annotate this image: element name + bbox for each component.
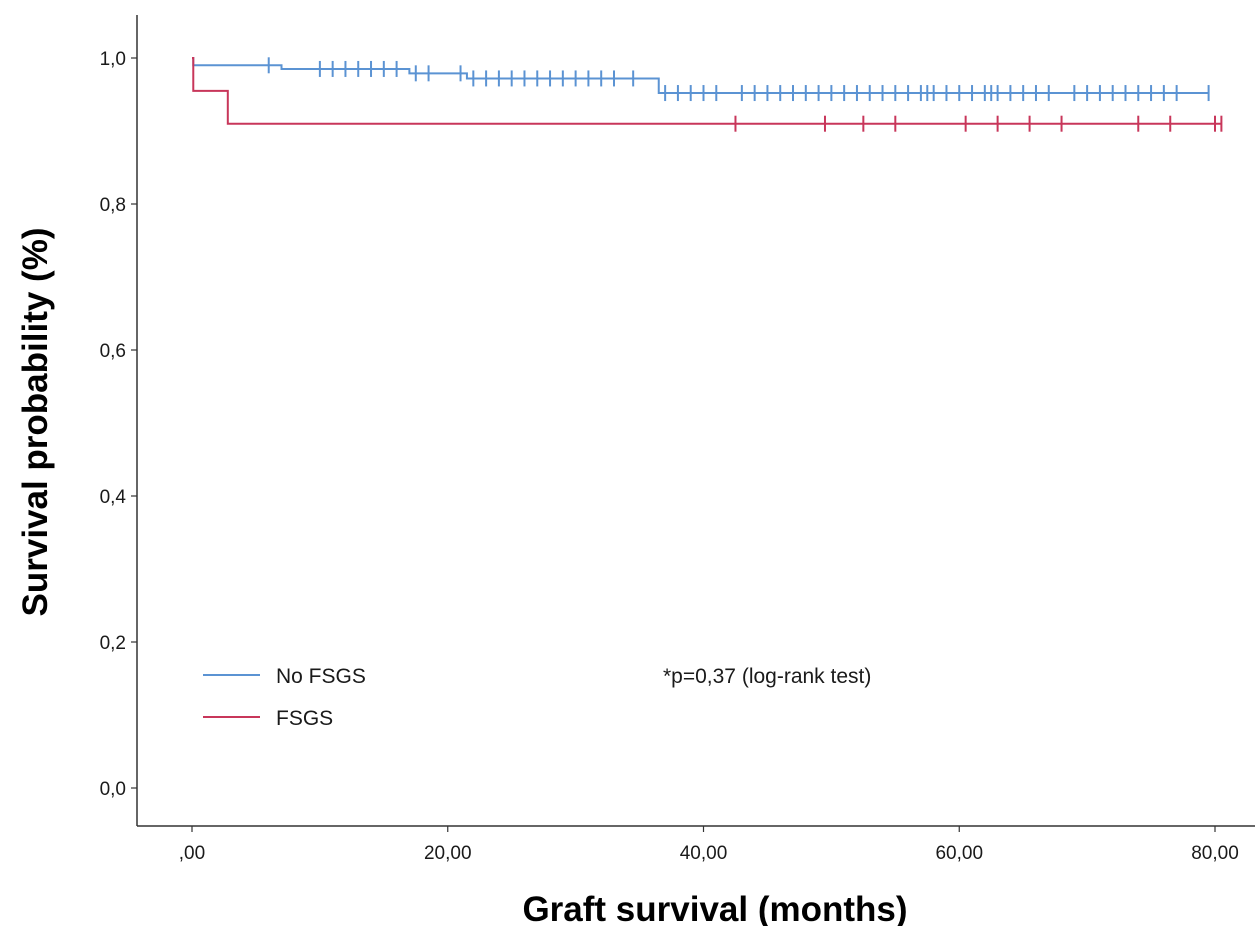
x-tick-label: 40,00: [680, 843, 728, 864]
y-tick-label: 0,6: [100, 341, 126, 362]
y-tick-label: 1,0: [100, 49, 126, 70]
series-layer: [192, 57, 1223, 132]
x-tick-label: 80,00: [1191, 843, 1239, 864]
survival-step-line: [192, 57, 1222, 125]
log-rank-annotation: *p=0,37 (log-rank test): [663, 665, 871, 688]
x-tick-label: 60,00: [935, 843, 983, 864]
x-tick-label: 20,00: [424, 843, 472, 864]
x-ticks: ,00 20,00 40,00 60,00 80,00: [179, 826, 1239, 864]
y-tick-label: 0,0: [100, 779, 126, 800]
y-tick-label: 0,8: [100, 195, 126, 216]
y-tick-label: 0,4: [100, 487, 127, 508]
series-no-fsgs: [192, 57, 1210, 102]
legend-label: FSGS: [276, 707, 333, 730]
x-axis-title: Graft survival (months): [522, 890, 907, 926]
legend-label: No FSGS: [276, 665, 366, 688]
y-ticks: 0,0 0,2 0,4 0,6 0,8 1,0: [100, 49, 137, 800]
legend: No FSGS FSGS: [203, 665, 366, 730]
x-tick-label: ,00: [179, 843, 205, 864]
y-axis-title: Survival probability (%): [16, 228, 55, 617]
series-fsgs: [192, 57, 1223, 132]
axes: [136, 15, 1255, 827]
y-tick-label: 0,2: [100, 633, 126, 654]
